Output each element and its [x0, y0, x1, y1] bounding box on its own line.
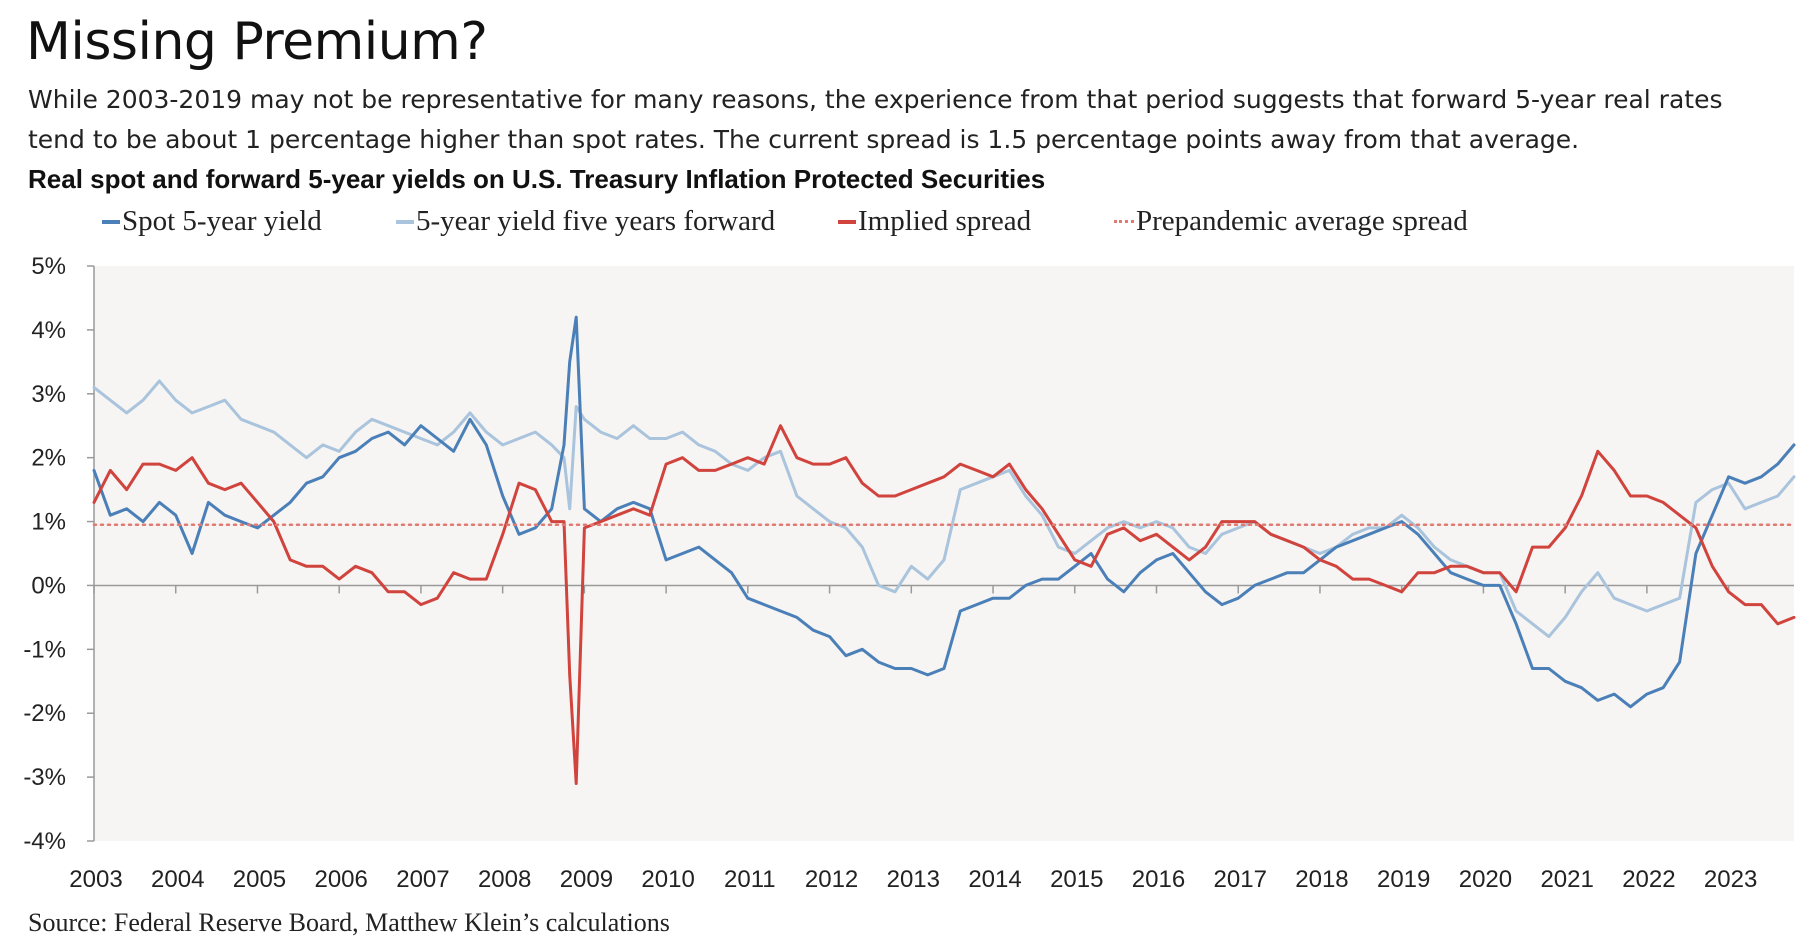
series-layer [92, 315, 1796, 785]
legend-swatch-average [1114, 220, 1134, 223]
x-tick-label: 2012 [805, 866, 858, 893]
y-tick-label: 0% [31, 572, 66, 599]
y-tick-label: 2% [31, 445, 66, 472]
y-tick-label: 3% [31, 381, 66, 408]
legend-item-forward: 5-year yield five years forward [396, 205, 775, 238]
y-tick-label: -3% [23, 764, 66, 791]
x-tick-label: 2022 [1622, 866, 1675, 893]
x-tick-label: 2010 [641, 866, 694, 893]
page-subtitle: While 2003-2019 may not be representativ… [28, 80, 1788, 160]
y-tick-label: 1% [31, 509, 66, 536]
legend-label-average: Prepandemic average spread [1136, 205, 1468, 237]
y-tick-label: -2% [23, 700, 66, 727]
x-tick-label: 2004 [151, 866, 204, 893]
forward-yield-line [92, 379, 1796, 639]
x-tick-label: 2018 [1295, 866, 1348, 893]
x-tick-label: 2015 [1050, 866, 1103, 893]
legend-swatch-spread [838, 219, 856, 224]
implied-spread-line [92, 424, 1796, 785]
x-tick-label: 2013 [887, 866, 940, 893]
y-tick-label: 5% [31, 253, 66, 280]
subtitle-line-1: While 2003-2019 may not be representativ… [28, 85, 1723, 114]
x-axis: 2003 2004 2005 2006 2007 2008 2009 2010 2011 2012… [69, 584, 1794, 893]
legend-swatch-forward [396, 219, 414, 224]
legend-label-spread: Implied spread [858, 205, 1032, 237]
x-tick-label: 2011 [724, 866, 776, 893]
x-tick-label: 2006 [314, 866, 367, 893]
legend-label-spot: Spot 5-year yield [122, 205, 322, 237]
y-tick-label: -1% [23, 636, 66, 663]
subtitle-line-2: tend to be about 1 percentage higher tha… [28, 125, 1580, 154]
y-axis: 5% 4% 3% 2% 1% 0% -1% -2% -3% -4% [23, 253, 95, 855]
legend-swatch-spot [102, 219, 120, 224]
legend-item-spot: Spot 5-year yield [102, 205, 322, 238]
x-tick-label: 2019 [1377, 866, 1430, 893]
y-tick-label: -4% [23, 828, 66, 855]
chart-legend: Spot 5-year yield 5-year yield five year… [0, 205, 1812, 245]
legend-label-forward: 5-year yield five years forward [416, 205, 776, 237]
x-tick-label: 2008 [478, 866, 531, 893]
x-tick-label: 2014 [968, 866, 1021, 893]
x-tick-label: 2005 [233, 866, 286, 893]
spot-yield-line [92, 315, 1796, 709]
x-tick-label: 2021 [1540, 866, 1593, 893]
source-note: Source: Federal Reserve Board, Matthew K… [28, 908, 670, 937]
x-tick-label: 2009 [560, 866, 613, 893]
x-tick-label: 2016 [1132, 866, 1185, 893]
x-tick-label: 2023 [1704, 866, 1757, 893]
x-tick-label: 2007 [396, 866, 449, 893]
x-tick-label: 2020 [1459, 866, 1512, 893]
page-title: Missing Premium? [26, 12, 488, 72]
x-tick-label: 2003 [69, 866, 122, 893]
x-tick-label: 2017 [1214, 866, 1267, 893]
legend-item-spread: Implied spread [838, 205, 1031, 238]
y-tick-label: 4% [31, 317, 66, 344]
legend-item-average: Prepandemic average spread [1114, 205, 1468, 238]
chart-title: Real spot and forward 5-year yields on U… [28, 164, 1046, 194]
